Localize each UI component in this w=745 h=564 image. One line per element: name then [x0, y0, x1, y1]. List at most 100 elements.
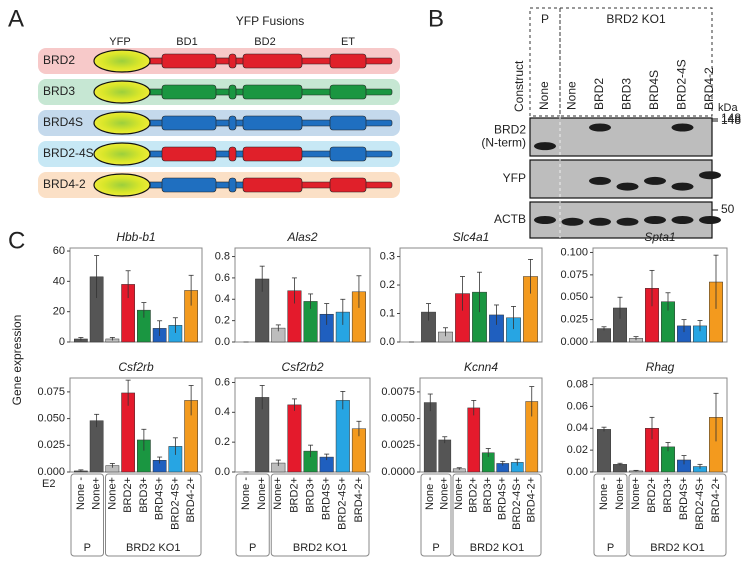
y-tick-label: 0.050: [560, 291, 588, 303]
bar: [89, 420, 104, 473]
y-tick-label: 0.8: [215, 250, 230, 262]
band: [534, 142, 556, 151]
panel-a-title: YFP Fusions: [236, 14, 304, 28]
y-tick-label: 0.0075: [381, 386, 415, 398]
x-tick-label: BRD2-4S+: [169, 477, 181, 530]
plot-frame: [419, 377, 543, 473]
band: [589, 217, 611, 226]
construct-name: BRD4-2: [43, 177, 86, 191]
domain: [228, 84, 237, 100]
domain: [161, 146, 217, 162]
chart-title: Csf2rb: [118, 360, 154, 374]
y-tick-label: 0.0025: [381, 439, 415, 451]
blot-label: YFP: [503, 171, 526, 185]
group-label: BRD2 KO1: [126, 542, 180, 554]
domain-header: YFP: [109, 36, 130, 48]
group-label: BRD2 KO1: [606, 12, 666, 26]
band: [589, 123, 611, 132]
construct-name: BRD2: [43, 53, 75, 67]
plot-frame: [234, 377, 371, 473]
y-tick-label: 0.00: [567, 466, 588, 478]
domain: [228, 177, 237, 193]
bar: [335, 400, 350, 473]
x-tick-label: BRD3+: [138, 477, 150, 513]
band: [644, 216, 666, 224]
group-label: P: [84, 542, 91, 554]
group-label: P: [541, 12, 549, 26]
plot-frame: [399, 247, 543, 343]
band: [534, 216, 556, 224]
domain: [161, 53, 217, 69]
band: [616, 182, 639, 191]
domain: [329, 53, 367, 69]
band: [699, 216, 721, 224]
x-tick-label: BRD2-4S+: [337, 477, 349, 530]
y-tick-label: 0.0: [380, 336, 395, 348]
yfp: [93, 80, 151, 104]
group-box: [593, 473, 628, 557]
x-tick-label: BRD2+: [468, 477, 480, 513]
group-box: [420, 473, 452, 557]
domain: [161, 84, 217, 100]
y-tick-label: 0.1: [380, 307, 395, 319]
domain: [329, 146, 367, 162]
group-box: [628, 473, 727, 557]
x-tick-label: BRD4-2+: [526, 477, 538, 523]
band: [671, 216, 694, 224]
unit: kDa: [718, 102, 738, 114]
bar: [597, 429, 611, 473]
x-tick-label: None+: [439, 477, 451, 510]
bar: [438, 439, 452, 473]
y-tick-label: 0.100: [560, 246, 588, 258]
x-tick-label: None+: [614, 477, 626, 510]
y-tick-label: 40: [53, 275, 65, 287]
group-box: [105, 473, 202, 557]
x-tick-label: None+: [453, 477, 465, 510]
y-tick-label: 0.0050: [381, 412, 415, 424]
yfp: [93, 173, 151, 197]
plot-frame: [592, 377, 728, 473]
group-label: P: [607, 542, 614, 554]
chart-title: Alas2: [286, 230, 317, 244]
marker: 148: [721, 113, 741, 127]
domain: [161, 177, 217, 193]
domain: [228, 146, 237, 162]
y-tick-label: 0.0000: [381, 466, 415, 478]
x-tick-label: None -: [240, 477, 252, 510]
lane-label: None: [537, 81, 551, 110]
x-tick-label: None+: [106, 477, 118, 510]
band: [644, 176, 666, 185]
band: [699, 171, 721, 180]
bar: [467, 407, 481, 473]
construct-name: BRD3: [43, 84, 75, 98]
y-tick-label: 0.025: [560, 314, 588, 326]
x-tick-label: None+: [630, 477, 642, 510]
group-box: [529, 7, 561, 117]
group-box: [559, 7, 713, 117]
group-label: BRD2 KO1: [470, 542, 524, 554]
chart-title: Slc4a1: [453, 230, 490, 244]
domain-header: ET: [341, 36, 355, 48]
x-tick-label: BRD3+: [304, 477, 316, 513]
yfp: [93, 142, 151, 166]
yfp: [93, 49, 151, 73]
band: [589, 176, 611, 185]
x-tick-label: BRD4-2+: [185, 477, 197, 523]
x-tick-label: None -: [75, 477, 87, 510]
x-tick-label: None+: [256, 477, 268, 510]
x-tick-label: BRD4-2+: [710, 477, 722, 523]
group-label: BRD2 KO1: [650, 542, 704, 554]
blot-label: BRD2: [494, 123, 526, 137]
panel-label: A: [8, 5, 24, 32]
group-box: [452, 473, 542, 557]
y-tick-label: 0: [59, 336, 65, 348]
domain-header: BD2: [254, 36, 275, 48]
x-tick-label: BRD4S+: [154, 477, 166, 520]
marker: 50: [721, 202, 735, 216]
domain: [242, 177, 303, 193]
domain: [228, 115, 237, 131]
y-tick-label: 0.2: [215, 315, 230, 327]
lane-label: BRD4S: [647, 70, 661, 110]
lane-label: BRD2-4S: [675, 59, 689, 110]
y-tick-label: 20: [53, 306, 65, 318]
